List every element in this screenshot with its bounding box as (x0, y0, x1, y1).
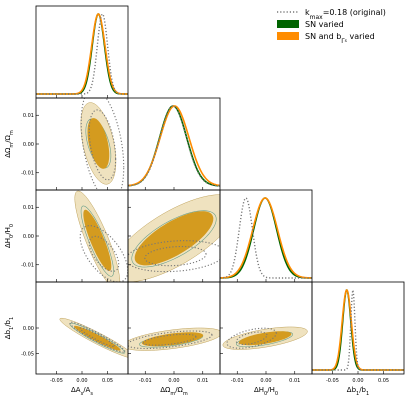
contour-panel-2-0 (74, 190, 128, 282)
marginal-sn-line (36, 13, 128, 95)
original-outer-contour (128, 240, 220, 273)
x-tick-label: 0.00 (352, 378, 363, 384)
panel-frame (219, 189, 313, 283)
x-axis-label: ΔΩm/Ωm (160, 386, 188, 397)
original-inner-contour (79, 327, 115, 348)
marginal-original-line (220, 197, 312, 279)
marginal-panel-0 (36, 13, 128, 95)
y-axis-label: ΔH0/H0 (4, 224, 15, 248)
contour-panel-3-0 (59, 317, 128, 358)
x-axis-label: Δb1/b1 (347, 386, 369, 397)
original-inner-contour (88, 109, 117, 181)
x-tick-label: 0.05 (378, 378, 389, 384)
x-axis-label: ΔH0/H0 (254, 386, 278, 397)
x-axis-label: ΔAs/As (71, 386, 93, 397)
legend: kmax=0.18 (original)SN varied SN and bΓs … (277, 8, 386, 45)
sn-b-inner-contour (83, 209, 112, 271)
panel-frame (35, 5, 129, 99)
y-tick-label: -0.05 (21, 351, 34, 357)
contour-panel-3-1 (128, 327, 220, 351)
original-outer-contour (69, 321, 126, 353)
x-tick-label: -0.01 (139, 378, 152, 384)
y-tick-label: 0.00 (23, 234, 34, 240)
x-tick-label: 0.00 (260, 378, 271, 384)
sn-outer-contour (131, 210, 217, 268)
y-tick-label: 0.01 (23, 205, 34, 211)
legend-label: kmax=0.18 (original) (305, 8, 386, 21)
sn-b-inner-contour (87, 118, 110, 169)
x-tick-label: 0.00 (76, 378, 87, 384)
marginal-sn-line (312, 289, 404, 371)
contour-panel-2-1 (128, 194, 220, 282)
sn-b-inner-contour (141, 332, 204, 347)
x-tick-label: 0.05 (102, 378, 113, 384)
x-tick-label: 0.01 (289, 378, 300, 384)
marginal-sn-line (128, 105, 220, 187)
y-tick-label: -0.01 (21, 263, 34, 269)
legend-label: SN varied (305, 20, 344, 29)
x-tick-label: -0.01 (231, 378, 244, 384)
contour-panel-1-0 (80, 98, 125, 190)
contour-panel-3-2 (222, 326, 308, 350)
marginal-sn-b-line (220, 197, 312, 279)
legend-fill-swatch (277, 20, 299, 28)
y-axis-label: Δb1/b1 (4, 317, 15, 339)
panel-frame (311, 281, 405, 375)
marginal-sn-b-line (128, 105, 220, 187)
marginal-panel-2 (220, 197, 312, 279)
marginal-original-line (312, 289, 404, 371)
sn-b-inner-contour (74, 325, 121, 351)
x-tick-label: -0.05 (326, 378, 339, 384)
legend-label: SN and bΓs varied (305, 32, 375, 45)
sn-outer-contour (80, 205, 114, 277)
y-tick-label: 0.01 (23, 113, 34, 119)
marginal-sn-line (220, 197, 312, 279)
legend-fill-swatch (277, 32, 299, 40)
y-axis-label: ΔΩm/Ωm (4, 130, 15, 158)
marginal-panel-3 (312, 289, 404, 371)
marginal-original-line (36, 13, 128, 95)
marginal-sn-b-line (36, 13, 128, 95)
sn-b-inner-contour (134, 211, 214, 266)
x-tick-label: 0.01 (197, 378, 208, 384)
y-tick-label: 0.00 (23, 142, 34, 148)
marginal-panel-1 (128, 105, 220, 187)
original-inner-contour (142, 333, 197, 346)
panel-frame (127, 97, 221, 191)
x-tick-label: -0.05 (50, 378, 63, 384)
marginal-original-line (128, 105, 220, 187)
x-tick-label: 0.00 (168, 378, 179, 384)
sn-b-inner-contour (238, 331, 292, 346)
original-inner-contour (88, 235, 120, 272)
y-tick-label: -0.01 (21, 171, 34, 177)
marginal-sn-b-line (312, 289, 404, 371)
y-tick-label: 0.00 (23, 326, 34, 332)
original-inner-contour (144, 245, 207, 267)
